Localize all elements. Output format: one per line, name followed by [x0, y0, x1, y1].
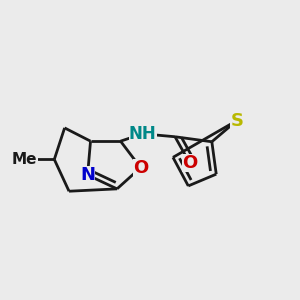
Text: S: S: [230, 112, 243, 130]
Text: O: O: [133, 159, 148, 177]
Text: O: O: [182, 154, 197, 172]
Text: N: N: [80, 166, 95, 184]
Text: Me: Me: [12, 152, 38, 167]
Text: NH: NH: [129, 125, 157, 143]
